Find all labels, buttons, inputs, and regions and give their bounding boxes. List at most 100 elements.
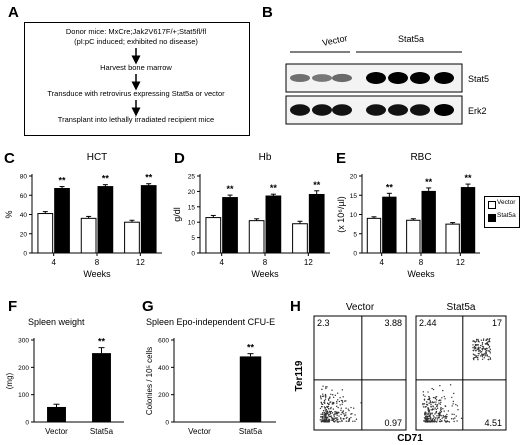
y-axis-label: (mg): [5, 372, 14, 389]
event-dot: [477, 338, 479, 341]
event-dot: [472, 357, 475, 360]
event-dot: [480, 339, 483, 341]
event-dot: [360, 402, 362, 404]
significance-mark: **: [227, 184, 235, 194]
y-tick-label: 0: [25, 420, 29, 427]
y-tick-label: 0: [353, 251, 357, 258]
event-dot: [440, 399, 442, 401]
x-axis-label: Weeks: [251, 269, 279, 279]
x-tick-label: 12: [456, 258, 465, 267]
event-dot: [479, 346, 481, 349]
event-dot: [438, 399, 440, 402]
event-dot: [436, 417, 439, 419]
event-dot: [330, 407, 332, 410]
event-dot: [485, 351, 487, 353]
event-dot: [450, 418, 453, 420]
event-dot: [422, 394, 425, 396]
legend-label-stat5a: Stat5a: [497, 212, 516, 219]
bar-vector: [80, 217, 97, 254]
event-dot: [488, 345, 491, 348]
event-dot: [489, 357, 492, 359]
event-dot: [482, 339, 485, 342]
event-dot: [477, 352, 480, 355]
legend-swatch-stat5a: [488, 214, 496, 222]
event-dot: [453, 420, 455, 423]
event-dot: [433, 420, 436, 423]
event-dot: [436, 405, 438, 408]
bar-vector: [248, 220, 265, 254]
y-tick-label: 80: [20, 174, 28, 181]
event-dot: [453, 392, 455, 395]
event-dot: [342, 396, 344, 398]
y-axis-label: Ter119: [294, 360, 305, 391]
event-dot: [455, 403, 457, 406]
event-dot: [425, 405, 427, 408]
event-dot: [472, 358, 475, 361]
y-tick-label: 10: [188, 220, 196, 227]
x-axis-label: Weeks: [83, 269, 111, 279]
event-dot: [481, 349, 484, 351]
event-dot: [441, 417, 443, 419]
event-dot: [319, 407, 322, 410]
chart-title: RBC: [410, 152, 431, 163]
flow-donor-note: (pI:pC induced; exhibited no disease): [74, 37, 198, 46]
bar-stat5a: [140, 185, 157, 254]
event-dot: [422, 403, 424, 406]
event-dot: [445, 415, 447, 417]
event-dot: [460, 417, 463, 420]
bar-vector: [205, 217, 222, 254]
y-tick-label: 40: [20, 212, 28, 219]
event-dot: [324, 398, 327, 400]
event-dot: [329, 412, 332, 415]
event-dot: [426, 401, 428, 403]
y-tick-label: 600: [158, 338, 169, 345]
event-dot: [323, 406, 326, 408]
event-dot: [331, 389, 333, 391]
event-dot: [423, 399, 426, 401]
event-dot: [484, 348, 487, 350]
y-axis-label: %: [4, 210, 14, 218]
event-dot: [336, 405, 338, 408]
event-dot: [327, 398, 330, 400]
event-dot: [334, 420, 337, 422]
event-dot: [433, 408, 435, 410]
event-dot: [328, 408, 330, 410]
event-dot: [336, 392, 339, 394]
stat5-band: [410, 72, 430, 84]
bar-vector: [37, 213, 54, 254]
event-dot: [481, 345, 484, 348]
event-dot: [334, 411, 336, 413]
event-dot: [439, 411, 442, 414]
event-dot: [475, 355, 478, 357]
event-dot: [425, 415, 428, 417]
event-dot: [337, 399, 339, 401]
event-dot: [332, 408, 335, 410]
event-dot: [427, 391, 429, 393]
event-dot: [320, 406, 323, 408]
event-dot: [424, 411, 427, 413]
event-dot: [341, 412, 344, 414]
event-dot: [483, 348, 485, 350]
event-dot: [474, 346, 477, 349]
event-dot: [433, 419, 436, 421]
x-tick-label: 4: [219, 258, 224, 267]
event-dot: [482, 353, 484, 356]
event-dot: [347, 420, 349, 422]
event-dot: [442, 389, 444, 392]
event-dot: [486, 354, 488, 356]
flow-donor-line: Donor mice: MxCre;Jak2V617F/+;Stat5fl/fl: [65, 27, 207, 36]
event-dot: [435, 401, 437, 403]
event-dot: [432, 415, 435, 417]
event-dot: [427, 398, 430, 400]
chart-hct: HCT% 0 20 40 60 80 4 ** 8 ** 12 ** Weeks: [4, 152, 162, 279]
event-dot: [323, 412, 326, 414]
event-dot: [423, 420, 425, 422]
event-dot: [326, 386, 328, 388]
event-dot: [329, 396, 331, 398]
event-dot: [433, 416, 435, 418]
event-dot: [483, 357, 485, 359]
event-dot: [432, 420, 435, 423]
event-dot: [444, 398, 446, 400]
y-tick-label: 200: [18, 365, 29, 372]
event-dot: [330, 406, 332, 409]
